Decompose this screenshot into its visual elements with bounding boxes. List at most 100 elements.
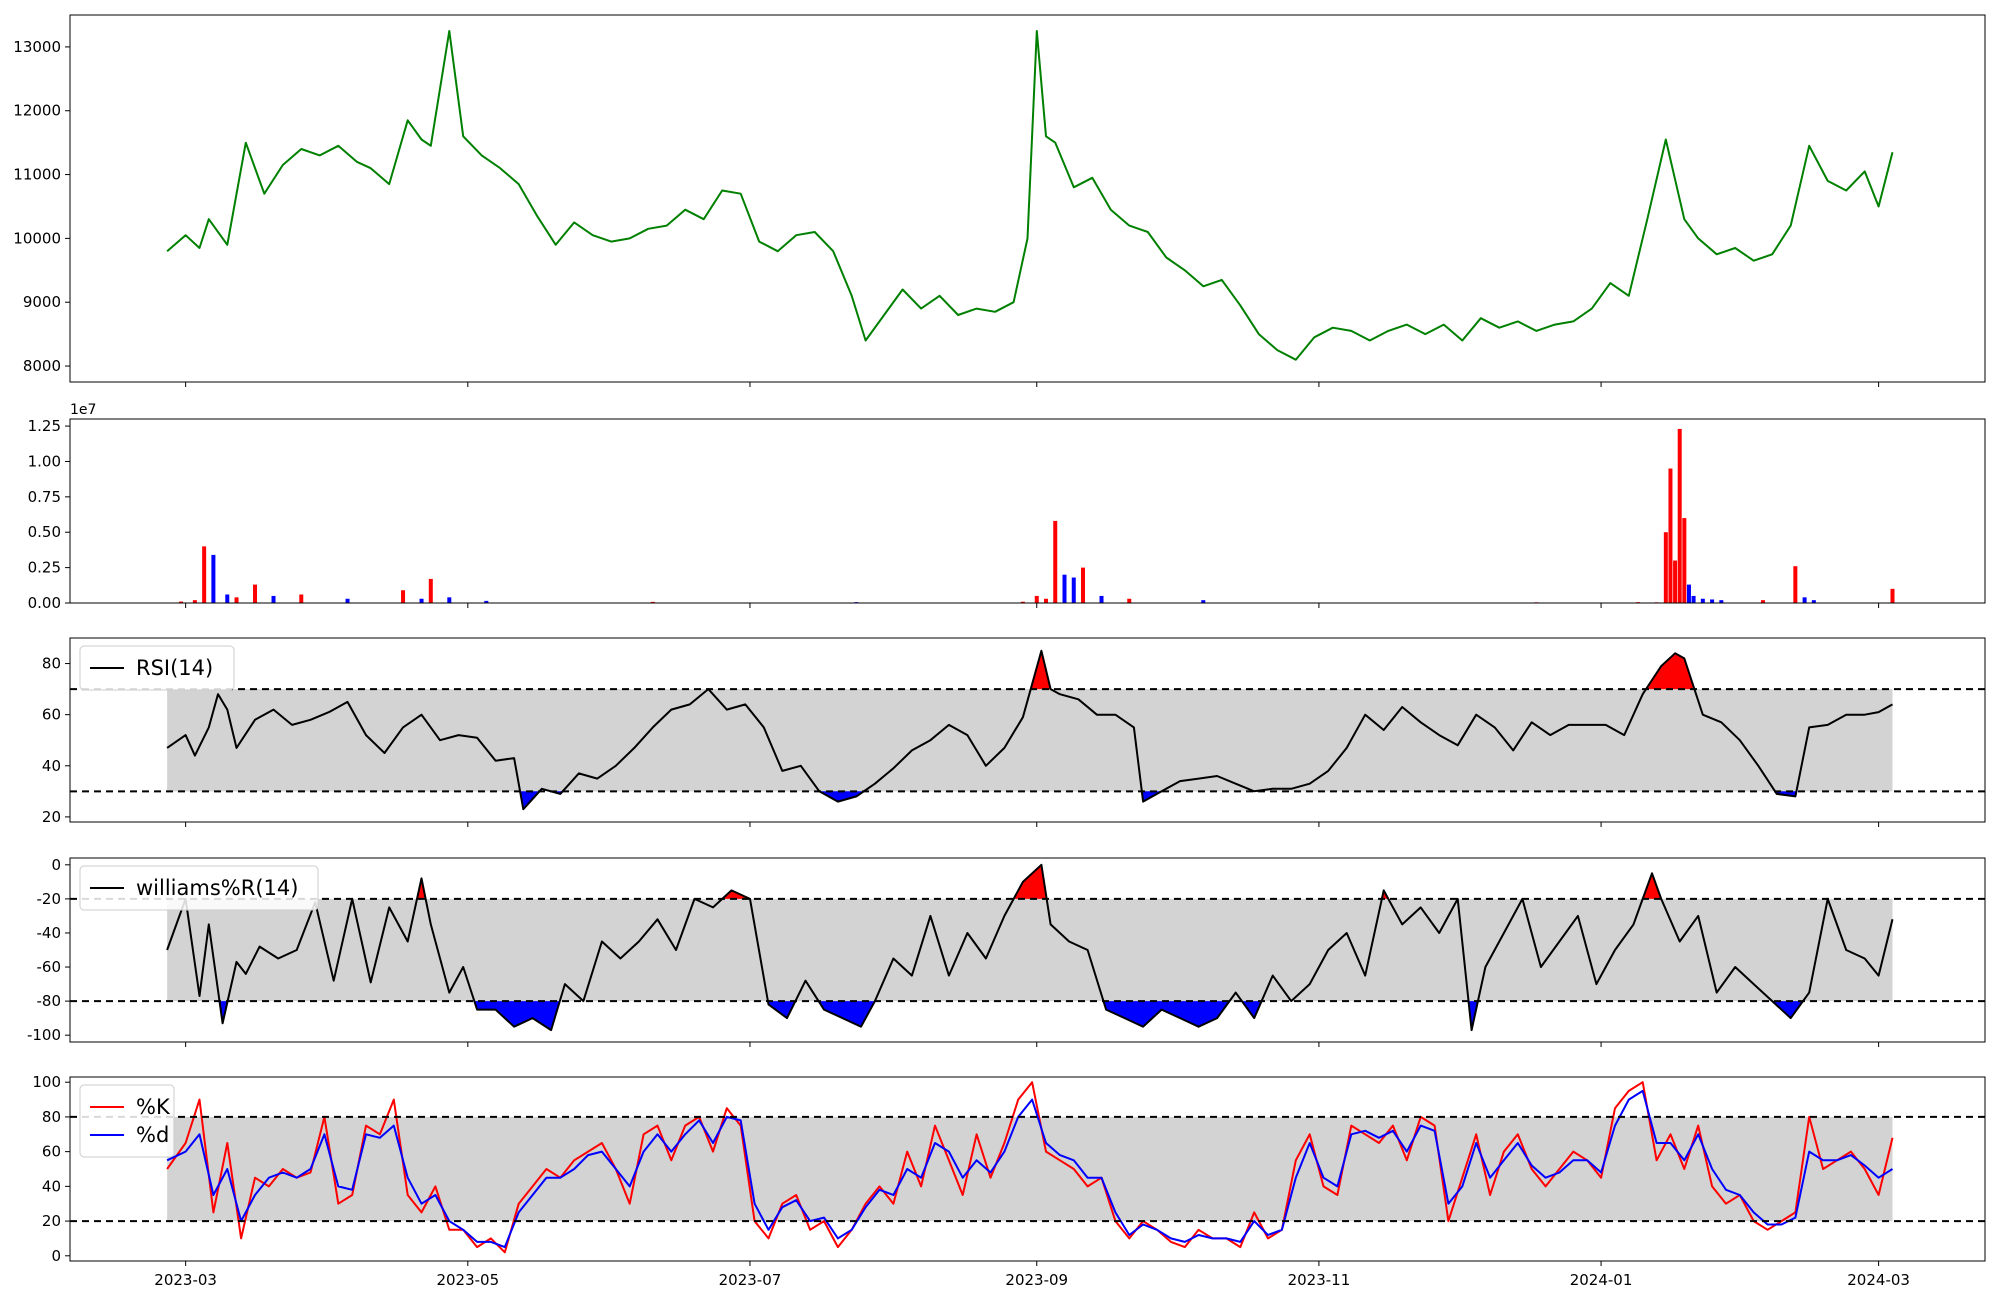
oversold-fill xyxy=(819,791,864,802)
volume-bar xyxy=(1673,560,1678,603)
oversold-fill xyxy=(818,1001,875,1027)
volume-bar xyxy=(1802,597,1807,603)
volume-bar xyxy=(1053,520,1058,603)
y-tick-label: 13000 xyxy=(13,38,61,56)
volume-bar xyxy=(202,546,207,603)
neutral-band xyxy=(167,898,1893,1002)
legend: williams%R(14) xyxy=(79,865,319,911)
neutral-band xyxy=(167,1116,1893,1222)
y-tick-label: 0.00 xyxy=(28,594,61,612)
oversold-fill xyxy=(474,1001,560,1031)
volume-bar xyxy=(253,584,258,603)
volume-bar xyxy=(1710,599,1715,603)
volume-bar xyxy=(1682,518,1687,603)
legend-entry: %d xyxy=(136,1123,169,1147)
y-tick-label: 1.25 xyxy=(28,417,61,435)
y-tick-label: 20 xyxy=(42,808,61,826)
williams-r-panel: -100 -80 -60 -40 -20 0 williams%R(14) xyxy=(27,856,1986,1047)
plot-frame xyxy=(69,14,1986,383)
overbought-fill xyxy=(1030,650,1051,690)
rsi-panel: 20 40 60 80 RSI(14) xyxy=(42,637,1986,827)
volume-bar xyxy=(1719,600,1724,603)
y-tick-label: 80 xyxy=(42,1108,61,1126)
y-tick-label: 0 xyxy=(51,1247,61,1265)
volume-bar xyxy=(1686,584,1691,603)
y-tick-label: 8000 xyxy=(23,357,61,375)
volume-bar xyxy=(1668,468,1673,603)
y-tick-label: 0.25 xyxy=(28,559,61,577)
volume-bar xyxy=(1890,588,1895,603)
volume-bar xyxy=(1020,601,1025,603)
legend: %K %d xyxy=(79,1084,175,1158)
y-tick-label: 0 xyxy=(51,856,61,874)
y-tick-label: 1.00 xyxy=(28,452,61,470)
volume-bar xyxy=(234,597,239,603)
legend-frame xyxy=(79,1084,175,1158)
legend-entry: %K xyxy=(136,1095,171,1119)
volume-bar xyxy=(1760,600,1765,603)
y-tick-label: 11000 xyxy=(13,166,61,184)
oversold-fill xyxy=(1103,1001,1230,1027)
volume-bar xyxy=(1700,598,1705,603)
stochastic-panel: 0 20 40 60 80 100 2023-03 2023-05 2023-07 2023-09… xyxy=(32,1073,1986,1289)
volume-bar xyxy=(1034,595,1039,603)
price-panel: 8000 9000 10000 11000 12000 13000 xyxy=(13,14,1986,387)
legend-entry: RSI(14) xyxy=(136,656,213,680)
volume-bar xyxy=(192,600,197,603)
legend: RSI(14) xyxy=(79,645,235,691)
volume-bar xyxy=(419,598,424,603)
legend-frame xyxy=(79,865,319,911)
y-tick-label: 9000 xyxy=(23,293,61,311)
plot-frame xyxy=(69,1076,1986,1262)
x-tick-label: 2023-07 xyxy=(719,1271,782,1289)
x-tick-label: 2024-01 xyxy=(1570,1271,1633,1289)
volume-bar xyxy=(428,578,433,603)
volume-bar xyxy=(211,554,216,603)
volume-bar xyxy=(1081,567,1086,603)
y-tick-label: -100 xyxy=(27,1026,61,1044)
volume-bar xyxy=(179,601,184,603)
plot-frame xyxy=(69,418,1986,604)
volume-bar xyxy=(299,594,304,603)
y-tick-label: 40 xyxy=(42,1177,61,1195)
plot-frame xyxy=(69,637,1986,823)
volume-bar xyxy=(447,597,452,603)
volume-bar xyxy=(1044,598,1049,603)
oversold-fill xyxy=(1241,1001,1262,1019)
overbought-fill xyxy=(1013,864,1047,899)
volume-bar xyxy=(271,595,276,603)
y-tick-label: -20 xyxy=(37,890,62,908)
y-tick-label: 40 xyxy=(42,757,61,775)
williams-r-line xyxy=(166,863,1894,1032)
y-tick-label: 80 xyxy=(42,655,61,673)
oversold-fill xyxy=(1772,1001,1804,1019)
y-tick-label: 12000 xyxy=(13,102,61,120)
y-tick-label: 100 xyxy=(32,1073,61,1091)
y-tick-label: 10000 xyxy=(13,229,61,247)
volume-bar xyxy=(1127,598,1132,603)
volume-bar xyxy=(1793,566,1798,603)
volume-bar xyxy=(345,598,350,603)
volume-bar xyxy=(1099,595,1104,603)
price-line xyxy=(166,30,1894,361)
y-tick-label: -60 xyxy=(37,958,62,976)
legend-frame xyxy=(79,645,235,691)
y-tick-label: 0.50 xyxy=(28,523,61,541)
overbought-fill xyxy=(1646,653,1695,690)
volume-bar xyxy=(1201,600,1206,603)
y-tick-label: -40 xyxy=(37,924,62,942)
y-tick-label: 0.75 xyxy=(28,488,61,506)
x-tick-label: 2023-11 xyxy=(1288,1271,1351,1289)
volume-bar xyxy=(1663,532,1668,603)
volume-bar xyxy=(401,590,406,603)
y-tick-label: 60 xyxy=(42,706,61,724)
volume-panel: 0.00 0.25 0.50 0.75 1.00 1.25 xyxy=(28,417,1986,612)
volume-bar xyxy=(650,601,655,603)
y-tick-label: 60 xyxy=(42,1143,61,1161)
volume-bar xyxy=(225,594,230,603)
legend-entry: williams%R(14) xyxy=(136,876,298,900)
neutral-band xyxy=(167,689,1893,792)
volume-bar xyxy=(1677,428,1682,603)
x-tick-label: 2023-09 xyxy=(1005,1271,1068,1289)
